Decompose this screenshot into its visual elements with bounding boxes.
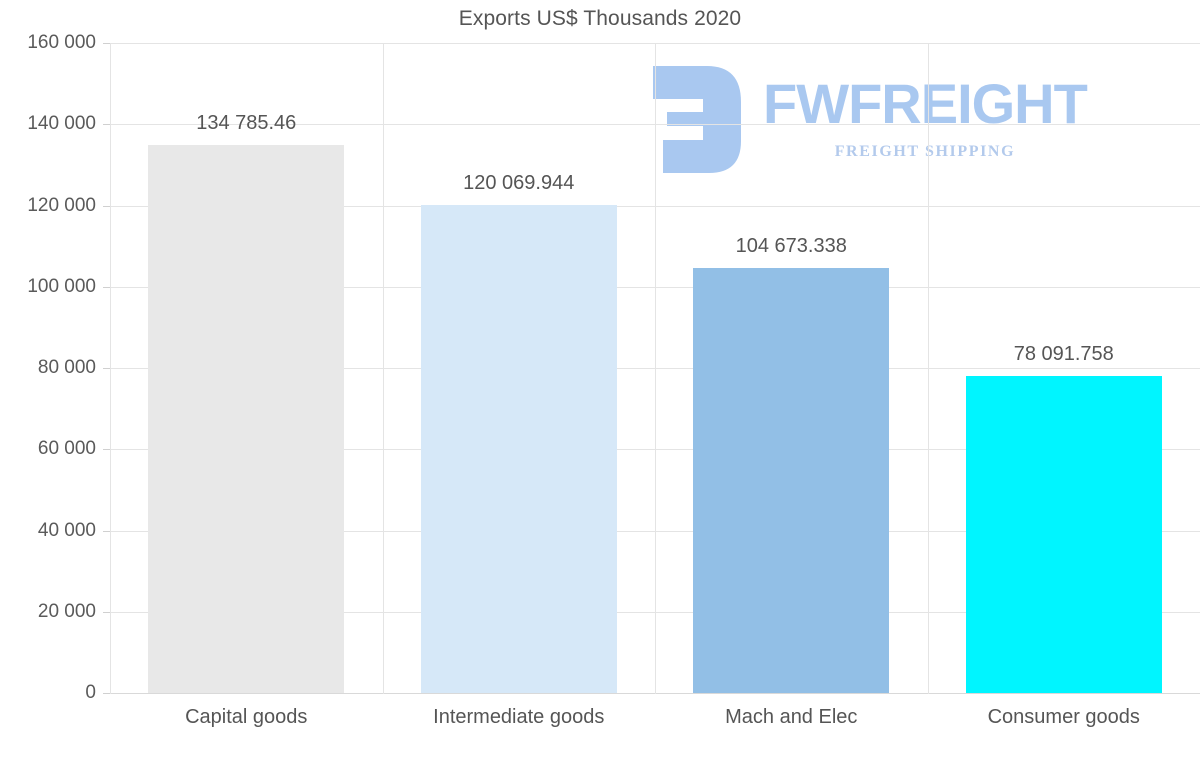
bar-value-label: 104 673.338 bbox=[735, 234, 847, 257]
y-axis-tick-label: 60 000 bbox=[37, 438, 96, 460]
y-axis-tick-label: 40 000 bbox=[37, 519, 96, 541]
x-axis-category-label: Consumer goods bbox=[987, 706, 1140, 728]
bar-value-label: 134 785.46 bbox=[196, 112, 297, 135]
x-axis-category-label: Capital goods bbox=[185, 706, 308, 728]
x-axis-category-label: Intermediate goods bbox=[433, 706, 605, 728]
gridline-vertical bbox=[383, 43, 384, 694]
y-axis-tick-label: 160 000 bbox=[27, 32, 96, 53]
y-axis-tick-label: 140 000 bbox=[27, 113, 96, 135]
gridline-vertical bbox=[928, 43, 929, 694]
gridline-vertical bbox=[655, 43, 656, 694]
bar[interactable] bbox=[693, 267, 890, 693]
y-axis-tick-mark bbox=[103, 693, 110, 694]
y-axis-tick-mark bbox=[103, 205, 110, 207]
chart-title: Exports US$ Thousands 2020 bbox=[458, 7, 742, 30]
y-axis-tick-mark bbox=[103, 43, 110, 44]
y-axis-tick-mark bbox=[103, 286, 110, 288]
x-axis-category-label: Mach and Elec bbox=[725, 706, 858, 728]
y-axis-tick-mark bbox=[103, 449, 110, 451]
y-axis-tick-label: 80 000 bbox=[37, 357, 96, 378]
gridline-vertical bbox=[110, 43, 111, 694]
y-axis-tick-label: 100 000 bbox=[27, 275, 96, 297]
bar[interactable] bbox=[420, 205, 617, 693]
y-axis-tick-mark bbox=[103, 368, 110, 369]
y-axis-tick-label: 0 bbox=[85, 682, 96, 703]
bar[interactable] bbox=[965, 375, 1162, 693]
y-axis-tick-mark bbox=[103, 124, 110, 126]
bar-value-label: 78 091.758 bbox=[1013, 342, 1114, 365]
y-axis-tick-label: 120 000 bbox=[27, 194, 96, 216]
y-axis-tick-label: 20 000 bbox=[37, 600, 96, 622]
y-axis-tick-mark bbox=[103, 530, 110, 532]
bar[interactable] bbox=[148, 145, 345, 693]
y-axis-tick-mark bbox=[103, 611, 110, 613]
bar-value-label: 120 069.944 bbox=[463, 172, 575, 195]
plot-area bbox=[103, 43, 1200, 694]
